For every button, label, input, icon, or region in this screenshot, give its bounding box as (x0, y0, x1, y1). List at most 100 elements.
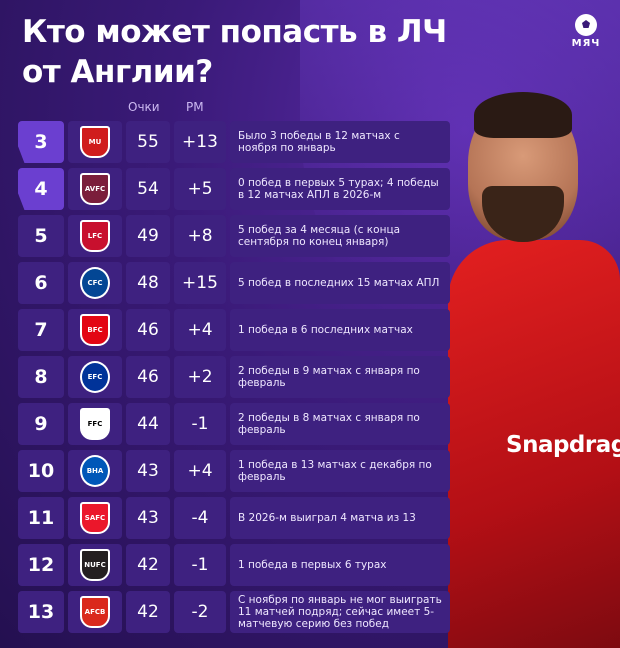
everton-crest-icon: EFC (80, 361, 110, 393)
goal-diff-cell: -1 (174, 403, 226, 445)
brand-logo: МЯЧ (568, 14, 604, 49)
crest-cell: CFC (68, 262, 122, 304)
crest-cell: AFCB (68, 591, 122, 633)
goal-diff-cell: +8 (174, 215, 226, 257)
crest-cell: NUFC (68, 544, 122, 586)
goal-diff-cell: -4 (174, 497, 226, 539)
note-text: 0 побед в первых 5 турах; 4 победы в 12 … (238, 177, 439, 201)
crest-cell: FFC (68, 403, 122, 445)
note-text: 5 побед за 4 месяца (с конца сентября по… (238, 224, 401, 248)
chelsea-crest-icon: CFC (80, 267, 110, 299)
rank-cell: 11 (18, 497, 64, 539)
player-shirt (448, 240, 620, 648)
note-cell: 5 побед в последних 15 матчах АПЛ (230, 262, 450, 304)
note-cell: С ноября по январь не мог выиграть 11 ма… (230, 591, 450, 633)
crest-cell: AVFC (68, 168, 122, 210)
man-utd-crest-icon: MU (80, 126, 110, 158)
newcastle-crest-icon: NUFC (80, 549, 110, 581)
note-cell: Было 3 победы в 12 матчах с ноября по ян… (230, 121, 450, 163)
crest-badge-text: FFC (87, 420, 103, 428)
goal-diff-cell: +13 (174, 121, 226, 163)
table-row: 11 SAFC 43 -4 В 2026-м выиграл 4 матча из 13 (18, 497, 450, 539)
rank-cell: 3 (18, 121, 64, 163)
goal-diff-cell: +4 (174, 309, 226, 351)
liverpool-crest-icon: LFC (80, 220, 110, 252)
points-cell: 42 (126, 544, 170, 586)
note-cell: 1 победа в первых 6 турах (230, 544, 450, 586)
note-text: В 2026-м выиграл 4 матча из 13 (238, 512, 416, 524)
note-cell: 5 побед за 4 месяца (с конца сентября по… (230, 215, 450, 257)
bournemouth-crest-icon: AFCB (80, 596, 110, 628)
shirt-sponsor: Snapdrag (506, 432, 620, 458)
points-cell: 46 (126, 356, 170, 398)
table-row: 4 AVFC 54 +5 0 побед в первых 5 турах; 4 поб… (18, 168, 450, 210)
goal-diff-cell: +5 (174, 168, 226, 210)
goal-diff-header: РМ (186, 100, 204, 114)
note-text: 1 победа в первых 6 турах (238, 559, 387, 571)
brand-logo-text: МЯЧ (571, 38, 601, 49)
note-cell: 0 побед в первых 5 турах; 4 победы в 12 … (230, 168, 450, 210)
note-text: 2 победы в 9 матчах с января по февраль (238, 365, 420, 389)
goal-diff-cell: +15 (174, 262, 226, 304)
crest-badge-text: SAFC (84, 514, 106, 522)
football-icon (575, 14, 597, 36)
crest-badge-text: LFC (87, 232, 103, 240)
brighton-crest-icon: BHA (80, 455, 110, 487)
rank-cell: 10 (18, 450, 64, 492)
sunderland-crest-icon: SAFC (80, 502, 110, 534)
note-cell: В 2026-м выиграл 4 матча из 13 (230, 497, 450, 539)
crest-cell: LFC (68, 215, 122, 257)
player-photo: Snapdrag (448, 90, 620, 648)
crest-badge-text: CFC (87, 279, 103, 287)
note-cell: 2 победы в 9 матчах с января по февраль (230, 356, 450, 398)
note-cell: 2 победы в 8 матчах с января по февраль (230, 403, 450, 445)
note-text: С ноября по январь не мог выиграть 11 ма… (238, 594, 442, 630)
crest-badge-text: BHA (86, 467, 104, 475)
table-row: 3 MU 55 +13 Было 3 победы в 12 матчах с нояб… (18, 121, 450, 163)
table-headers: Очки РМ (0, 100, 230, 116)
crest-cell: EFC (68, 356, 122, 398)
table-row: 5 LFC 49 +8 5 побед за 4 месяца (с конца сен… (18, 215, 450, 257)
note-cell: 1 победа в 6 последних матчах (230, 309, 450, 351)
crest-badge-text: EFC (87, 373, 103, 381)
page-title: Кто может попасть в ЛЧ от Англии? (22, 14, 447, 90)
table-row: 8 EFC 46 +2 2 победы в 9 матчах с января по … (18, 356, 450, 398)
table-row: 7 BFC 46 +4 1 победа в 6 последних матчах (18, 309, 450, 351)
points-cell: 44 (126, 403, 170, 445)
aston-villa-crest-icon: AVFC (80, 173, 110, 205)
points-cell: 48 (126, 262, 170, 304)
points-cell: 55 (126, 121, 170, 163)
points-header: Очки (128, 100, 160, 114)
rank-cell: 5 (18, 215, 64, 257)
crest-badge-text: MU (88, 138, 102, 146)
goal-diff-cell: -2 (174, 591, 226, 633)
goal-diff-cell: -1 (174, 544, 226, 586)
crest-cell: SAFC (68, 497, 122, 539)
crest-cell: MU (68, 121, 122, 163)
note-text: 1 победа в 13 матчах с декабря по феврал… (238, 459, 432, 483)
rank-cell: 4 (18, 168, 64, 210)
player-hair (474, 92, 572, 138)
note-text: 1 победа в 6 последних матчах (238, 324, 413, 336)
points-cell: 43 (126, 497, 170, 539)
rank-cell: 8 (18, 356, 64, 398)
crest-badge-text: NUFC (84, 561, 106, 569)
brentford-crest-icon: BFC (80, 314, 110, 346)
goal-diff-cell: +4 (174, 450, 226, 492)
crest-badge-text: AVFC (84, 185, 106, 193)
table-row: 12 NUFC 42 -1 1 победа в первых 6 турах (18, 544, 450, 586)
rank-cell: 6 (18, 262, 64, 304)
rank-cell: 9 (18, 403, 64, 445)
note-text: 2 победы в 8 матчах с января по февраль (238, 412, 420, 436)
table-row: 6 CFC 48 +15 5 побед в последних 15 матчах А… (18, 262, 450, 304)
note-text: Было 3 победы в 12 матчах с ноября по ян… (238, 130, 400, 154)
note-text: 5 побед в последних 15 матчах АПЛ (238, 277, 440, 289)
rank-cell: 7 (18, 309, 64, 351)
rank-cell: 12 (18, 544, 64, 586)
table-row: 9 FFC 44 -1 2 победы в 8 матчах с января по … (18, 403, 450, 445)
table-row: 10 BHA 43 +4 1 победа в 13 матчах с декабря … (18, 450, 450, 492)
points-cell: 43 (126, 450, 170, 492)
rank-cell: 13 (18, 591, 64, 633)
crest-badge-text: AFCB (84, 608, 106, 616)
crest-cell: BHA (68, 450, 122, 492)
